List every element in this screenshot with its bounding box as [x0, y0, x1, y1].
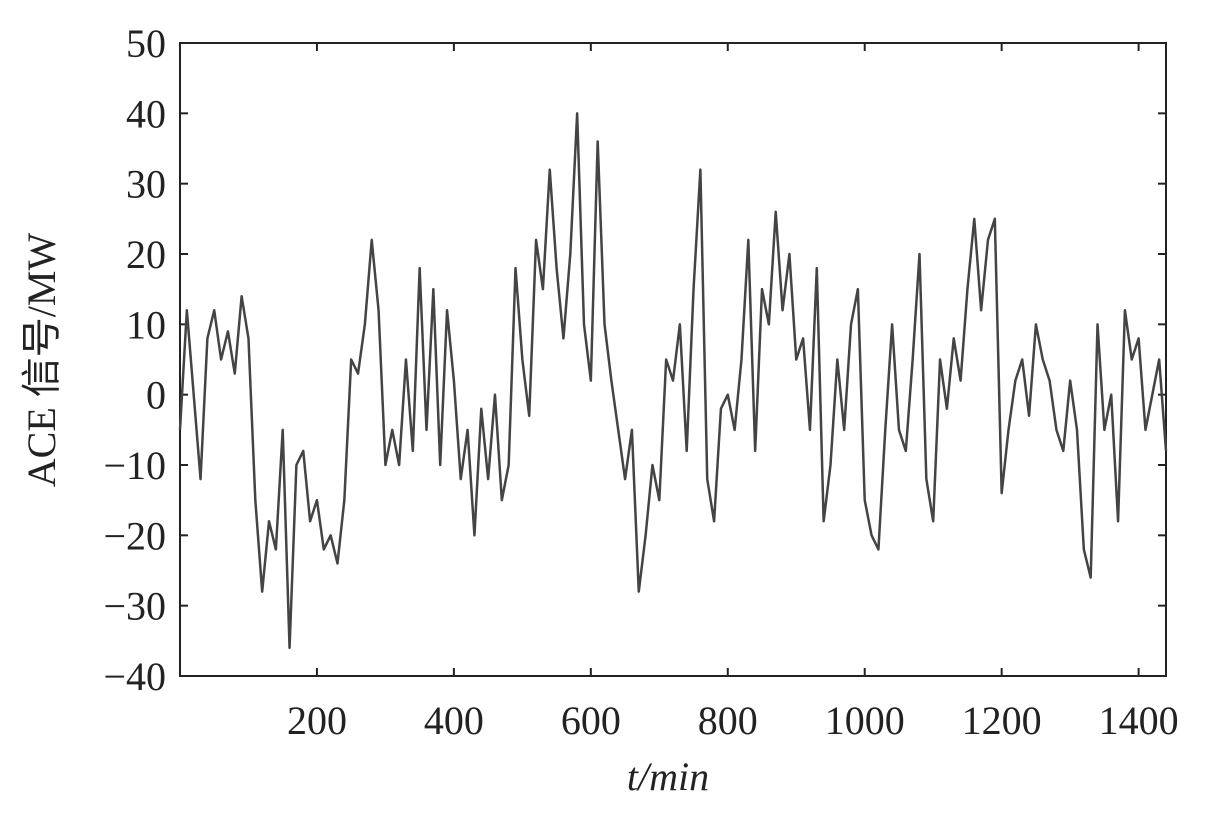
y-tick-label: −20 [103, 513, 166, 558]
x-tick-label: 1000 [825, 698, 905, 743]
y-tick-label: −10 [103, 443, 166, 488]
plot-frame [179, 42, 1167, 677]
x-tick-label: 1200 [962, 698, 1042, 743]
x-axis-label: t/min [627, 754, 709, 799]
y-tick-label: 50 [126, 21, 166, 66]
y-tick-label: 30 [126, 162, 166, 207]
x-tick-label: 1400 [1099, 698, 1179, 743]
y-tick-label: −40 [103, 654, 166, 699]
x-tick-label: 800 [698, 698, 758, 743]
y-tick-label: −30 [103, 584, 166, 629]
x-tick-label: 200 [287, 698, 347, 743]
y-tick-label: 20 [126, 232, 166, 277]
x-tick-label: 600 [561, 698, 621, 743]
data-line [178, 112, 1168, 650]
y-tick-label: 10 [126, 302, 166, 347]
y-axis-label: ACE 信号/MW [19, 233, 64, 488]
y-tick-label: 40 [126, 91, 166, 136]
x-tick-label: 400 [424, 698, 484, 743]
y-tick-label: 0 [146, 373, 166, 418]
